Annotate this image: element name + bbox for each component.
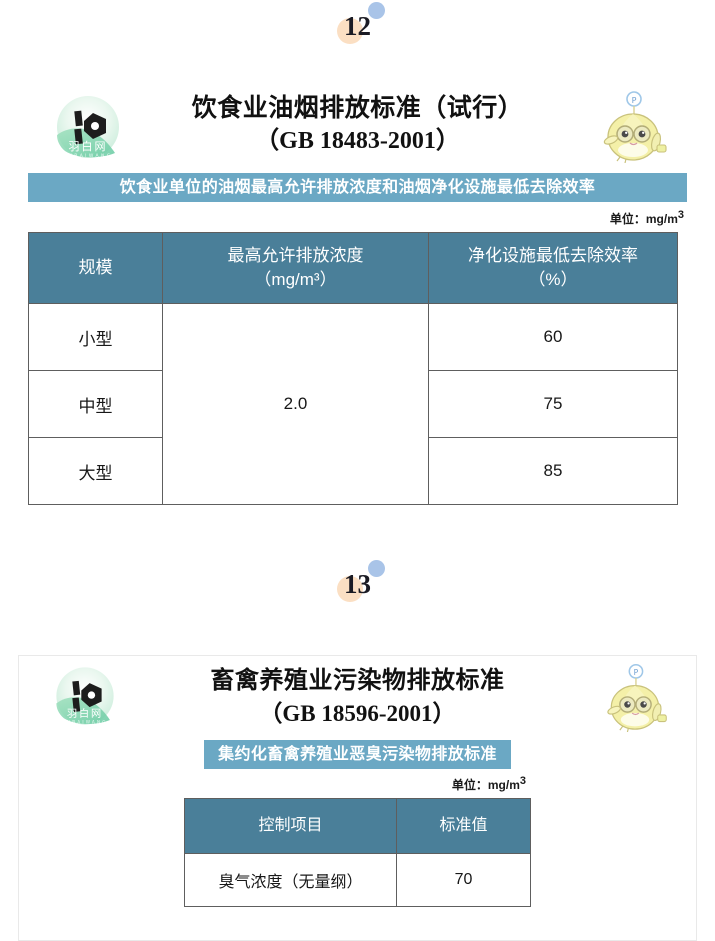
banner-wrap: 饮食业单位的油烟最高允许排放浓度和油烟净化设施最低去除效率 <box>19 173 696 202</box>
badge-blue-dot <box>368 2 385 19</box>
unit-superscript: 3 <box>519 775 526 787</box>
logo-icon: 羽白网 YUBAIWANG <box>57 96 119 159</box>
badge-blue-dot <box>368 560 385 577</box>
table-row: 臭气浓度（无量纲） 70 <box>184 853 531 907</box>
section-banner: 饮食业单位的油烟最高允许排放浓度和油烟净化设施最低去除效率 <box>28 173 687 202</box>
chick-mascot: P <box>598 660 672 732</box>
mascot-icon: P <box>603 91 667 163</box>
unit-label: 单位：mg/m3 <box>19 202 696 230</box>
section-banner: 集约化畜禽养殖业恶臭污染物排放标准 <box>204 740 511 769</box>
badge-orange-circle <box>337 576 363 602</box>
cell-concentration-merged: 2.0 <box>162 303 429 505</box>
col-header-scale: 规模 <box>28 232 163 304</box>
card-subtitle: （GB 18483-2001） <box>255 128 460 154</box>
unit-value: mg/m <box>645 212 678 226</box>
card-title-block: 畜禽养殖业污染物排放标准 （GB 18596-2001） <box>19 656 696 730</box>
yubai-logo: 羽白网 YUBAIWANG <box>49 91 127 163</box>
slide-card-13: 羽白网 YUBAIWANG 畜禽养殖业污染物排放标准 （GB 18596-200… <box>18 655 697 941</box>
table-header-row: 控制项目 标准值 <box>184 798 531 854</box>
slide-number-badge-13: 13 <box>0 558 715 610</box>
slide-number-text: 13 <box>344 569 371 599</box>
table-row: 小型 2.0 60 <box>28 303 678 505</box>
badge-orange-circle <box>337 18 363 44</box>
unit-prefix: 单位： <box>451 778 488 792</box>
table-header-row: 规模 最高允许排放浓度 （mg/m³） 净化设施最低去除效率 （%） <box>28 232 678 304</box>
svg-text:羽白网: 羽白网 <box>69 139 108 153</box>
svg-text:P: P <box>632 96 637 105</box>
mascot-icon: P <box>607 663 667 732</box>
cell-efficiency: 60 <box>428 303 678 371</box>
cell-scale: 中型 <box>28 370 163 438</box>
table-row: 中型 75 <box>28 370 678 438</box>
banner-wrap: 集约化畜禽养殖业恶臭污染物排放标准 <box>19 736 696 769</box>
chick-mascot: P <box>594 87 672 163</box>
table-header: 规模 最高允许排放浓度 （mg/m³） 净化设施最低去除效率 （%） <box>28 232 678 304</box>
card-title: 畜禽养殖业污染物排放标准 <box>210 667 505 694</box>
svg-text:P: P <box>634 668 639 677</box>
cell-efficiency: 85 <box>428 437 678 505</box>
table-row: 大型 85 <box>28 437 678 505</box>
card-header: 羽白网 YUBAIWANG 饮食业油烟排放标准（试行） （GB 18483-20… <box>19 83 696 167</box>
cell-standard-value: 70 <box>396 853 531 907</box>
logo-icon: 羽白网 YUBAIWANG <box>56 667 114 725</box>
emission-standard-table: 规模 最高允许排放浓度 （mg/m³） 净化设施最低去除效率 （%） 小型 2.… <box>28 232 678 505</box>
slide-number-badge-12: 12 <box>0 0 715 52</box>
card-title-block: 饮食业油烟排放标准（试行） （GB 18483-2001） <box>19 83 696 158</box>
table-header: 控制项目 标准值 <box>184 798 531 854</box>
card-header: 羽白网 YUBAIWANG 畜禽养殖业污染物排放标准 （GB 18596-200… <box>19 656 696 736</box>
svg-text:YUBAIWANG: YUBAIWANG <box>61 720 107 725</box>
table-body: 臭气浓度（无量纲） 70 <box>184 853 531 907</box>
table-body: 小型 2.0 60 中型 75 大型 85 <box>28 303 678 505</box>
unit-prefix: 单位： <box>609 212 646 226</box>
cell-scale: 大型 <box>28 437 163 505</box>
col-header-efficiency: 净化设施最低去除效率 （%） <box>428 232 678 304</box>
cell-scale: 小型 <box>28 303 163 371</box>
cell-control-item: 臭气浓度（无量纲） <box>184 853 397 907</box>
unit-value: mg/m <box>487 778 520 792</box>
card-title: 饮食业油烟排放标准（试行） <box>191 94 524 122</box>
odor-standard-table: 控制项目 标准值 臭气浓度（无量纲） 70 <box>184 798 531 907</box>
yubai-logo: 羽白网 YUBAIWANG <box>49 662 121 730</box>
slide-number-text: 12 <box>344 11 371 41</box>
col-header-standard-value: 标准值 <box>396 798 531 854</box>
card-subtitle: （GB 18596-2001） <box>259 701 456 726</box>
col-header-control-item: 控制项目 <box>184 798 397 854</box>
unit-superscript: 3 <box>677 209 684 221</box>
col-header-concentration: 最高允许排放浓度 （mg/m³） <box>162 232 429 304</box>
slide-card-12: 羽白网 YUBAIWANG 饮食业油烟排放标准（试行） （GB 18483-20… <box>18 82 697 522</box>
unit-label: 单位：mg/m3 <box>19 769 696 796</box>
cell-efficiency: 75 <box>428 370 678 438</box>
svg-text:YUBAIWANG: YUBAIWANG <box>62 153 112 159</box>
svg-text:羽白网: 羽白网 <box>67 707 103 720</box>
